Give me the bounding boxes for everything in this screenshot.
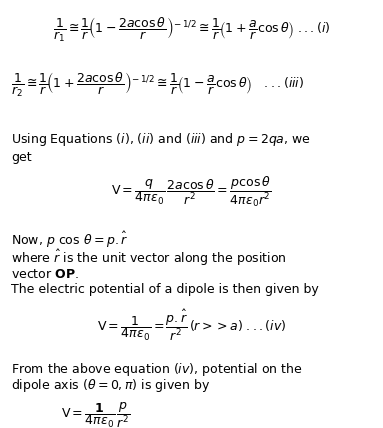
Text: Using Equations $(i)$, $(ii)$ and $(iii)$ and $p = 2qa$, we: Using Equations $(i)$, $(ii)$ and $(iii)… (11, 131, 311, 149)
Text: $\mathrm{V} = \dfrac{q}{4\pi\varepsilon_0}\,\dfrac{2a\cos\theta}{r^2} = \dfrac{p: $\mathrm{V} = \dfrac{q}{4\pi\varepsilon_… (111, 175, 272, 209)
Text: vector $\mathbf{OP}$.: vector $\mathbf{OP}$. (11, 268, 80, 280)
Text: get: get (11, 152, 32, 164)
Text: The electric potential of a dipole is then given by: The electric potential of a dipole is th… (11, 283, 319, 297)
Text: $\dfrac{1}{r_2} \cong \dfrac{1}{r}\!\left(1 + \dfrac{2a\cos\theta}{r}\right)^{\!: $\dfrac{1}{r_2} \cong \dfrac{1}{r}\!\lef… (11, 71, 305, 99)
Text: From the above equation $(iv)$, potential on the: From the above equation $(iv)$, potentia… (11, 362, 303, 378)
Text: $\dfrac{1}{r_1} \cong \dfrac{1}{r}\!\left(1 - \dfrac{2a\cos\theta}{r}\right)^{\!: $\dfrac{1}{r_1} \cong \dfrac{1}{r}\!\lef… (53, 16, 330, 44)
Text: dipole axis $(\theta = 0, \pi)$ is given by: dipole axis $(\theta = 0, \pi)$ is given… (11, 377, 211, 395)
Text: $\mathrm{V} = \dfrac{\mathbf{1}}{4\pi\varepsilon_0}\,\dfrac{p}{r^2}$: $\mathrm{V} = \dfrac{\mathbf{1}}{4\pi\va… (61, 401, 131, 428)
Text: $\mathrm{V} = \dfrac{1}{4\pi\varepsilon_0} = \dfrac{p.\hat{r}}{r^2}\,(r >> a) \;: $\mathrm{V} = \dfrac{1}{4\pi\varepsilon_… (97, 307, 286, 342)
Text: where $\hat{r}$ is the unit vector along the position: where $\hat{r}$ is the unit vector along… (11, 248, 287, 268)
Text: Now, $p$ cos $\theta = p.\hat{r}$: Now, $p$ cos $\theta = p.\hat{r}$ (11, 230, 129, 250)
